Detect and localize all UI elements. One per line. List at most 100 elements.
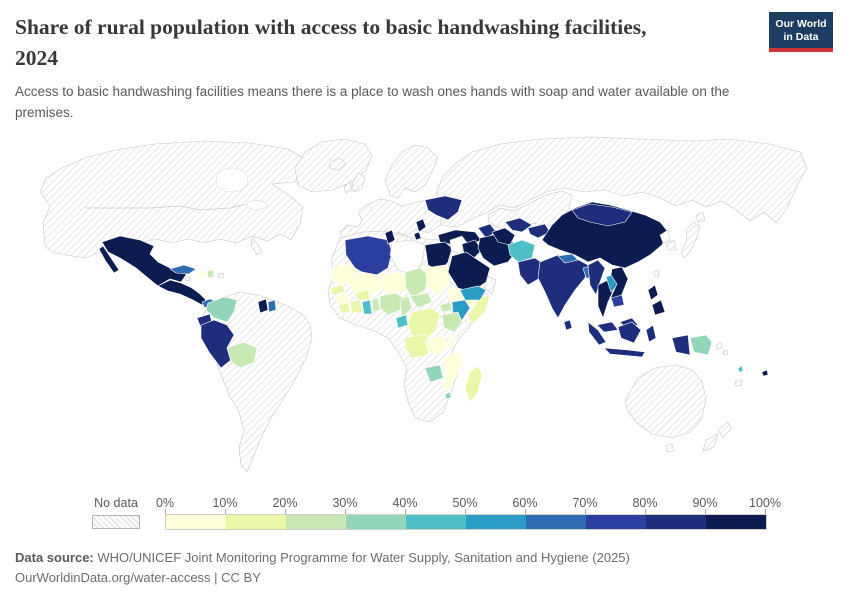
country-indonesia[interactable] <box>587 321 607 346</box>
country-bolivia[interactable] <box>226 341 258 369</box>
country-tanzania[interactable] <box>441 311 463 333</box>
country-somalia[interactable] <box>467 294 491 326</box>
legend-swatch-40-50%[interactable] <box>406 515 466 529</box>
country-solomon-islands[interactable] <box>715 342 723 350</box>
country-australia[interactable] <box>624 364 707 439</box>
country-taiwan[interactable] <box>653 269 660 278</box>
country-north-korea[interactable] <box>659 229 671 244</box>
country-new-zealand[interactable] <box>717 421 733 438</box>
country-vanuatu[interactable] <box>737 365 744 373</box>
country-suriname[interactable] <box>267 299 277 313</box>
legend-color-bar[interactable] <box>165 514 767 530</box>
country-algeria[interactable] <box>344 235 393 279</box>
country-indonesia[interactable] <box>671 334 691 356</box>
country-cambodia[interactable] <box>610 294 625 308</box>
country-kyrgyzstan[interactable] <box>527 223 551 239</box>
country-papua-new-guinea[interactable] <box>689 334 713 356</box>
country-dominican-republic[interactable] <box>206 269 215 279</box>
country-indonesia[interactable] <box>645 324 657 343</box>
country-uganda[interactable] <box>439 301 453 313</box>
owid-logo-line2: in Data <box>783 31 819 43</box>
country-zimbabwe[interactable] <box>424 364 444 383</box>
country-myanmar[interactable] <box>587 259 606 296</box>
country-cote-d-ivoire[interactable] <box>349 299 363 314</box>
chart-footer: Data source: WHO/UNICEF Joint Monitoring… <box>15 548 835 588</box>
owid-logo[interactable]: Our World in Data <box>769 12 833 52</box>
legend-swatch-90-100%[interactable] <box>706 515 766 529</box>
country-malawi[interactable] <box>447 333 456 349</box>
country-egypt[interactable] <box>424 241 453 273</box>
legend-swatch-20-30%[interactable] <box>286 515 346 529</box>
country-cameroon[interactable] <box>399 295 413 319</box>
country-solomon-islands[interactable] <box>722 349 729 356</box>
country-cuba[interactable] <box>169 264 197 275</box>
legend-tick-mark <box>225 509 226 514</box>
world-map[interactable] <box>0 128 850 496</box>
legend-swatch-30-40%[interactable] <box>346 515 406 529</box>
legend-tick-0%: 0% <box>155 496 175 510</box>
country-nepal[interactable] <box>557 253 579 264</box>
country-nigeria[interactable] <box>379 292 405 316</box>
legend-tick-80%: 80% <box>632 496 658 510</box>
country-sierra-leone[interactable] <box>337 302 351 314</box>
country-mexico[interactable] <box>98 245 120 274</box>
country-malaysia[interactable] <box>596 321 619 333</box>
country-new-caledonia[interactable] <box>734 379 743 387</box>
country-china[interactable] <box>541 201 669 269</box>
country-serbia[interactable] <box>415 218 427 233</box>
country-albania[interactable] <box>413 231 422 241</box>
country-haiti[interactable] <box>199 270 207 279</box>
country-turkmenistan[interactable] <box>491 227 516 246</box>
country-philippines[interactable] <box>651 299 666 316</box>
country-sri-lanka[interactable] <box>563 319 573 331</box>
country-democratic-republic-of-congo[interactable] <box>407 307 441 341</box>
country-uzbekistan[interactable] <box>504 217 533 233</box>
legend-swatch-50-60%[interactable] <box>466 515 526 529</box>
country-india[interactable] <box>537 254 589 319</box>
country-guatemala[interactable] <box>157 279 207 306</box>
country-niger[interactable] <box>379 271 409 296</box>
country-colombia[interactable] <box>205 296 238 323</box>
country-chad[interactable] <box>404 267 429 299</box>
legend-no-data-swatch[interactable] <box>92 515 140 529</box>
country-guyana[interactable] <box>257 298 269 314</box>
country-philippines[interactable] <box>647 284 659 301</box>
country-mongolia[interactable] <box>571 203 633 227</box>
country-new-zealand[interactable] <box>702 433 719 452</box>
country-burkina-faso[interactable] <box>354 289 371 301</box>
country-fiji[interactable] <box>761 369 769 377</box>
country-indonesia[interactable] <box>617 321 642 344</box>
landmass-ireland <box>343 181 353 194</box>
country-afghanistan[interactable] <box>507 239 536 263</box>
countries-group[interactable] <box>98 195 769 453</box>
country-ukraine[interactable] <box>424 195 463 221</box>
legend-no-data[interactable]: No data <box>92 496 140 529</box>
country-central-african-republic[interactable] <box>409 292 433 309</box>
country-jamaica[interactable] <box>184 276 192 282</box>
country-mozambique[interactable] <box>441 351 463 393</box>
country-mexico[interactable] <box>101 235 187 287</box>
country-zambia[interactable] <box>424 335 449 356</box>
legend-swatch-80-90%[interactable] <box>646 515 706 529</box>
country-sudan[interactable] <box>424 264 453 296</box>
country-oman[interactable] <box>483 275 497 295</box>
country-australia[interactable] <box>665 443 675 453</box>
legend-swatch-60-70%[interactable] <box>526 515 586 529</box>
country-eswatini[interactable] <box>444 391 452 400</box>
country-indonesia[interactable] <box>603 347 646 358</box>
country-yemen[interactable] <box>459 285 487 301</box>
legend-swatch-0-10%[interactable] <box>166 515 226 529</box>
license-line[interactable]: OurWorldinData.org/water-access | CC BY <box>15 570 261 585</box>
country-ghana[interactable] <box>361 299 373 315</box>
country-south-korea[interactable] <box>665 239 677 251</box>
legend-swatch-10-20%[interactable] <box>226 515 286 529</box>
legend-swatch-70-80%[interactable] <box>586 515 646 529</box>
country-japan[interactable] <box>680 221 701 259</box>
country-japan[interactable] <box>695 211 706 223</box>
country-puerto-rico[interactable] <box>217 272 225 279</box>
country-tunisia[interactable] <box>384 229 396 245</box>
country-togo[interactable] <box>371 297 381 313</box>
country-madagascar[interactable] <box>464 365 483 403</box>
country-senegal[interactable] <box>329 284 346 296</box>
source-text: WHO/UNICEF Joint Monitoring Programme fo… <box>93 550 630 565</box>
